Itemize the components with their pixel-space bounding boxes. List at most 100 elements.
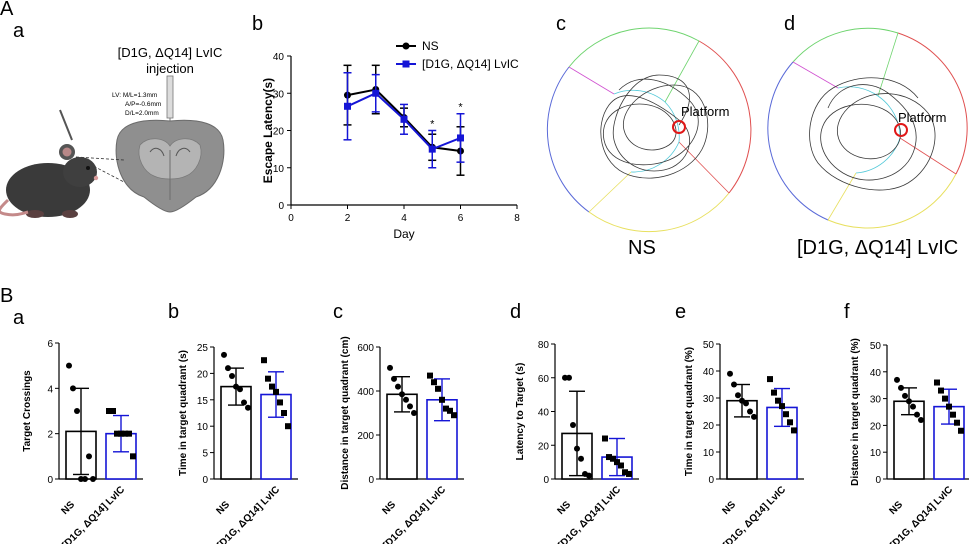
category-label-mutant: [D1G, ΔQ14] LvIC <box>556 484 623 544</box>
panel-label-B-f: f <box>844 301 850 323</box>
x-tick-label: 2 <box>345 213 351 224</box>
brain-ventricle-left <box>149 147 165 157</box>
y-tick-label: 20 <box>538 441 550 452</box>
panel-label-A-c: c <box>556 13 566 35</box>
data-point-ns <box>90 476 96 482</box>
y-axis-label: Escape Latency(s) <box>261 78 275 183</box>
distance-in-quadrant-chart: 0 200 400 600 Distance in target quadrant (c… <box>340 336 464 544</box>
maze-mutant-label: [D1G, ΔQ14] LvIC <box>797 237 958 259</box>
y-axis-label: Distance in target quadrant (cm) <box>340 336 351 489</box>
injection-schematic: [D1G, ΔQ14] LvIC injection LV: M/L=1.3mm… <box>0 45 225 218</box>
data-point-ns <box>570 422 576 428</box>
y-tick-label: 600 <box>357 343 374 354</box>
maze-mut-platform-label: Platform <box>898 110 946 125</box>
pointer-line-1 <box>75 156 125 183</box>
y-tick-label: 0 <box>875 475 881 486</box>
data-point-mutant <box>261 357 267 364</box>
panel-label-B-a: a <box>13 307 25 329</box>
maze-ns-divider-4 <box>588 171 632 213</box>
y-tick-label: 20 <box>870 421 882 432</box>
time-in-quadrant-chart: 0 5 10 15 20 25 Time in target quadrant (s) NS[… <box>178 343 298 544</box>
data-point-ns <box>411 410 417 416</box>
maze-mut-divider-1 <box>792 61 839 89</box>
maze-mut-divider-4 <box>827 172 857 221</box>
y-tick-label: 20 <box>273 127 285 138</box>
data-point-mutant <box>451 412 457 419</box>
panel-label-B-d: d <box>510 301 521 323</box>
category-label-mutant: [D1G, ΔQ14] LvIC <box>60 484 127 544</box>
data-point-ns <box>241 399 247 406</box>
y-tick-label: 6 <box>47 339 53 350</box>
y-tick-label: 20 <box>703 421 715 432</box>
x-tick-label: 0 <box>288 213 294 224</box>
data-point-mutant <box>126 430 132 437</box>
x-tick-label: 6 <box>458 213 464 224</box>
y-axis-label: Target Crossings <box>22 370 33 452</box>
y-tick-label: 10 <box>870 448 882 459</box>
data-point-ns <box>66 362 72 369</box>
data-point-ns <box>74 408 80 414</box>
data-point-ns <box>902 392 908 399</box>
data-point-mutant <box>602 435 608 442</box>
data-point-mutant <box>950 411 956 418</box>
data-point-ns <box>894 376 900 383</box>
legend-marker-ns <box>402 42 410 50</box>
y-tick-label: 0 <box>47 475 53 486</box>
panel-label-A-a: a <box>13 20 25 42</box>
category-label-mutant: [D1G, ΔQ14] LvIC <box>381 484 448 544</box>
legend-label-mutant: [D1G, ΔQ14] LvIC <box>422 57 519 71</box>
panel-label-B-c: c <box>333 301 343 323</box>
data-point-mutant <box>934 379 940 386</box>
maze-ns: Platform <box>546 27 752 233</box>
legend-marker-mutant <box>402 60 410 68</box>
data-point-ns <box>566 374 572 381</box>
data-point-mutant <box>130 453 136 460</box>
category-label-mutant: [D1G, ΔQ14] LvIC <box>888 484 955 544</box>
y-tick-label: 25 <box>197 343 209 354</box>
data-point-mutant <box>610 455 616 462</box>
data-point-ns <box>70 385 76 392</box>
maze-ns-quadrant-inner <box>613 89 680 173</box>
y-tick-label: 40 <box>870 368 882 379</box>
maze-mut-quadrant-inner <box>837 86 901 174</box>
category-label-ns: NS <box>888 499 906 517</box>
latency-to-target-chart: 0 20 40 60 80 Latency to Target (s) NS[D1G, ΔQ… <box>515 340 639 544</box>
data-point-mutant <box>273 388 279 395</box>
data-point-ns <box>387 364 393 371</box>
maze-mutant: Platform <box>767 27 968 229</box>
data-point-mutant <box>106 408 112 414</box>
y-axis-label: Latency to Target (s) <box>515 363 526 461</box>
y-tick-label: 30 <box>703 394 715 405</box>
data-point-mutant <box>614 459 620 466</box>
data-point-mutant <box>400 115 408 123</box>
maze-ns-divider-2 <box>664 40 700 103</box>
y-tick-label: 2 <box>47 430 53 441</box>
maze-mut-divider-3 <box>899 137 957 175</box>
data-point-mutant <box>427 372 433 379</box>
escape-latency-chart: 0 10 20 30 40 0 2 4 6 8 Escape Latency(s) Day * * NS [D… <box>261 39 520 241</box>
maze-mut-arc-red <box>897 32 968 175</box>
y-axis-label: Distance in target quadrant (%) <box>850 338 861 486</box>
maze-ns-arc-green <box>568 27 700 68</box>
data-point-ns <box>727 370 733 377</box>
data-point-mutant <box>771 389 777 396</box>
category-label-mutant: [D1G, ΔQ14] LvIC <box>721 484 788 544</box>
data-point-ns <box>237 386 243 393</box>
data-point-mutant <box>372 89 380 97</box>
syringe-icon <box>166 75 174 119</box>
panel-label-B-e: e <box>675 301 686 323</box>
data-point-mutant <box>787 419 793 426</box>
data-point-mutant <box>118 430 124 437</box>
y-tick-label: 0 <box>543 475 549 486</box>
data-point-mutant <box>779 403 785 410</box>
data-point-ns <box>403 396 409 403</box>
y-tick-label: 5 <box>202 449 208 460</box>
category-label-ns: NS <box>215 499 233 517</box>
data-point-mutant <box>783 411 789 418</box>
data-point-ns <box>918 417 924 424</box>
maze-mut-platform <box>894 123 908 137</box>
data-point-mutant <box>443 405 449 412</box>
data-point-mutant <box>946 403 952 410</box>
x-tick-label: 4 <box>401 213 407 224</box>
